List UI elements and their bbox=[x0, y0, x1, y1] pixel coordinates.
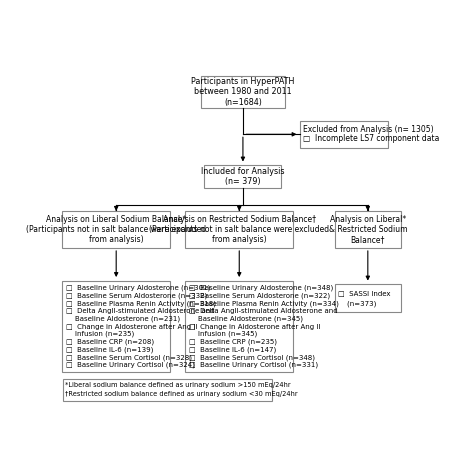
Text: Analysis on Restricted Sodium Balance†
(Participants not in salt balance were ex: Analysis on Restricted Sodium Balance† (… bbox=[149, 215, 329, 245]
FancyBboxPatch shape bbox=[204, 165, 282, 188]
Text: *Liberal sodium balance defined as urinary sodium >150 mEq/24hr: *Liberal sodium balance defined as urina… bbox=[65, 382, 291, 388]
Text: □  Baseline IL-6 (n=147): □ Baseline IL-6 (n=147) bbox=[189, 346, 276, 353]
Text: □  Incomplete LS7 component data: □ Incomplete LS7 component data bbox=[303, 134, 439, 143]
Text: □  Baseline Urinary Cortisol (n=331): □ Baseline Urinary Cortisol (n=331) bbox=[189, 362, 318, 368]
Text: □  Baseline Urinary Aldosterone (n=348): □ Baseline Urinary Aldosterone (n=348) bbox=[189, 285, 333, 291]
Text: □  Baseline Plasma Renin Activity (n=318): □ Baseline Plasma Renin Activity (n=318) bbox=[66, 300, 216, 307]
Text: □  Delta AngII-stimulated Aldosterone and: □ Delta AngII-stimulated Aldosterone and bbox=[66, 308, 214, 314]
Text: □  Baseline Urinary Aldosterone (n=301): □ Baseline Urinary Aldosterone (n=301) bbox=[66, 285, 210, 291]
Text: Infusion (n=345): Infusion (n=345) bbox=[189, 331, 257, 338]
FancyBboxPatch shape bbox=[185, 281, 293, 372]
Text: □  Delta AngII-stimulated Aldosterone and: □ Delta AngII-stimulated Aldosterone and bbox=[189, 308, 337, 314]
Text: □  Change in Aldosterone after Ang II: □ Change in Aldosterone after Ang II bbox=[66, 323, 197, 329]
Text: □  Baseline Urinary Cortisol (n=324): □ Baseline Urinary Cortisol (n=324) bbox=[66, 362, 194, 368]
FancyBboxPatch shape bbox=[62, 211, 170, 248]
Text: □  Baseline Serum Aldosterone (n=332): □ Baseline Serum Aldosterone (n=332) bbox=[66, 293, 207, 299]
Text: Excluded from Analysis (n= 1305): Excluded from Analysis (n= 1305) bbox=[303, 125, 433, 134]
Text: Included for Analysis
(n= 379): Included for Analysis (n= 379) bbox=[201, 167, 285, 186]
FancyBboxPatch shape bbox=[335, 211, 401, 248]
FancyBboxPatch shape bbox=[201, 76, 285, 108]
Text: □  Baseline Plasma Renin Activity (n=334): □ Baseline Plasma Renin Activity (n=334) bbox=[189, 300, 338, 307]
Text: (n=373): (n=373) bbox=[338, 300, 377, 307]
Text: Baseline Aldosterone (n=345): Baseline Aldosterone (n=345) bbox=[189, 316, 303, 322]
Text: □  Baseline Serum Cortisol (n=348): □ Baseline Serum Cortisol (n=348) bbox=[189, 354, 315, 360]
Text: Participants in HyperPATH
between 1980 and 2011
(n=1684): Participants in HyperPATH between 1980 a… bbox=[191, 77, 295, 107]
Text: Infusion (n=235): Infusion (n=235) bbox=[66, 331, 134, 338]
FancyBboxPatch shape bbox=[63, 379, 272, 401]
Text: □  Baseline CRP (n=208): □ Baseline CRP (n=208) bbox=[66, 338, 154, 345]
Text: Baseline Aldosterone (n=231): Baseline Aldosterone (n=231) bbox=[66, 316, 180, 322]
Text: □  Baseline CRP (n=235): □ Baseline CRP (n=235) bbox=[189, 338, 277, 345]
FancyBboxPatch shape bbox=[62, 281, 170, 372]
FancyBboxPatch shape bbox=[335, 284, 401, 312]
FancyBboxPatch shape bbox=[185, 211, 293, 248]
Text: □  Baseline Serum Cortisol (n=328): □ Baseline Serum Cortisol (n=328) bbox=[66, 354, 191, 360]
Text: □  SASSI Index: □ SASSI Index bbox=[338, 290, 391, 296]
Text: †Restricted sodium balance defined as urinary sodium <30 mEq/24hr: †Restricted sodium balance defined as ur… bbox=[65, 391, 298, 397]
Text: □  Baseline Serum Aldosterone (n=322): □ Baseline Serum Aldosterone (n=322) bbox=[189, 293, 330, 299]
FancyBboxPatch shape bbox=[300, 121, 388, 147]
Text: □  Baseline IL-6 (n=139): □ Baseline IL-6 (n=139) bbox=[66, 346, 153, 353]
Text: Analysis on Liberal Sodium Balance*
(Participants not in salt balance were exclu: Analysis on Liberal Sodium Balance* (Par… bbox=[26, 215, 206, 245]
Text: Analysis on Liberal*
& Restricted Sodium
Balance†: Analysis on Liberal* & Restricted Sodium… bbox=[328, 215, 407, 245]
Text: □  Change in Aldosterone after Ang II: □ Change in Aldosterone after Ang II bbox=[189, 323, 320, 329]
